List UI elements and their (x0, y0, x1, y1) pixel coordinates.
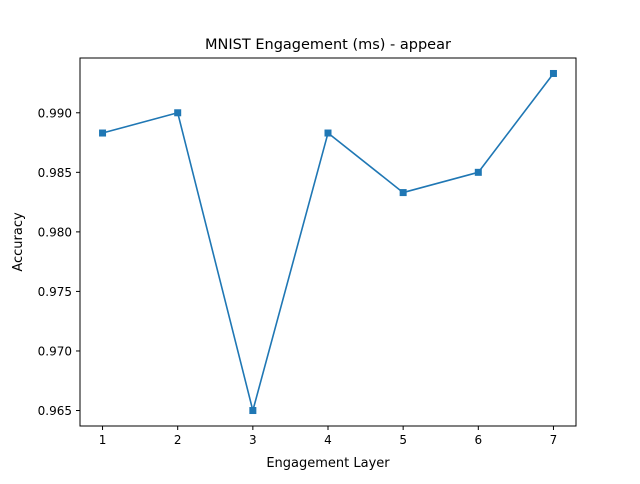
x-tick-label: 6 (474, 433, 482, 447)
x-axis-label: Engagement Layer (266, 456, 390, 471)
y-tick-label: 0.990 (38, 106, 72, 120)
data-point-marker (399, 189, 407, 197)
x-tick-label: 5 (399, 433, 407, 447)
x-tick-label: 2 (174, 433, 182, 447)
y-tick-label: 0.980 (38, 225, 72, 239)
data-point-marker (549, 69, 557, 77)
data-point-marker (99, 129, 107, 137)
data-point-marker (249, 407, 257, 415)
x-tick-label: 4 (324, 433, 332, 447)
x-axis-ticks: 1 2 3 4 5 6 7 (99, 426, 558, 447)
data-point-marker (474, 168, 482, 176)
series-layer (99, 69, 557, 415)
y-axis-label: Accuracy (11, 212, 26, 272)
chart-title: MNIST Engagement (ms) - appear (205, 37, 451, 53)
x-tick-label: 3 (249, 433, 257, 447)
y-axis-ticks: 0.965 0.970 0.975 0.980 0.985 0.990 (38, 106, 80, 418)
y-tick-label: 0.985 (38, 166, 72, 180)
y-tick-label: 0.975 (38, 285, 72, 299)
data-point-marker (174, 109, 182, 117)
y-tick-label: 0.970 (38, 344, 72, 358)
x-tick-label: 7 (550, 433, 558, 447)
y-tick-label: 0.965 (38, 404, 72, 418)
x-tick-label: 1 (99, 433, 107, 447)
plot-frame (79, 57, 577, 427)
data-point-marker (324, 129, 332, 137)
